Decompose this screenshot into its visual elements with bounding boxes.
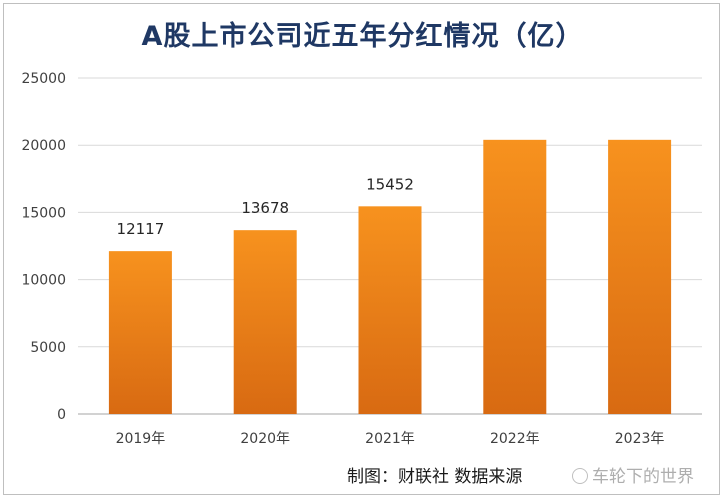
watermark-text: 车轮下的世界 <box>592 467 694 487</box>
x-tick-label: 2021年 <box>365 431 415 447</box>
chart-caption: 制图：财联社 数据来源 <box>347 467 523 487</box>
x-tick-label: 2019年 <box>116 431 166 447</box>
bar-2023年 <box>608 139 672 414</box>
watermark: 车轮下的世界 <box>572 462 694 487</box>
chart-frame <box>3 3 720 495</box>
watermark-icon <box>572 468 588 484</box>
chart-title: A股上市公司近五年分红情况（亿） <box>141 21 584 52</box>
y-tick-label: 0 <box>57 407 66 423</box>
bar-2020年 <box>233 230 297 414</box>
y-tick-label: 20000 <box>21 138 66 154</box>
y-tick-label: 15000 <box>21 205 66 221</box>
bar-2022年 <box>483 139 547 414</box>
x-tick-label: 2022年 <box>490 431 540 447</box>
data-label: 15452 <box>366 175 414 193</box>
data-label: 13678 <box>241 199 289 217</box>
y-tick-label: 10000 <box>21 273 66 289</box>
bar-2021年 <box>358 206 422 414</box>
data-label: 12117 <box>117 220 165 238</box>
bar-2019年 <box>108 251 172 414</box>
x-tick-label: 2020年 <box>240 431 290 447</box>
y-tick-label: 25000 <box>21 71 66 87</box>
x-tick-label: 2023年 <box>615 431 665 447</box>
y-tick-label: 5000 <box>30 340 66 356</box>
